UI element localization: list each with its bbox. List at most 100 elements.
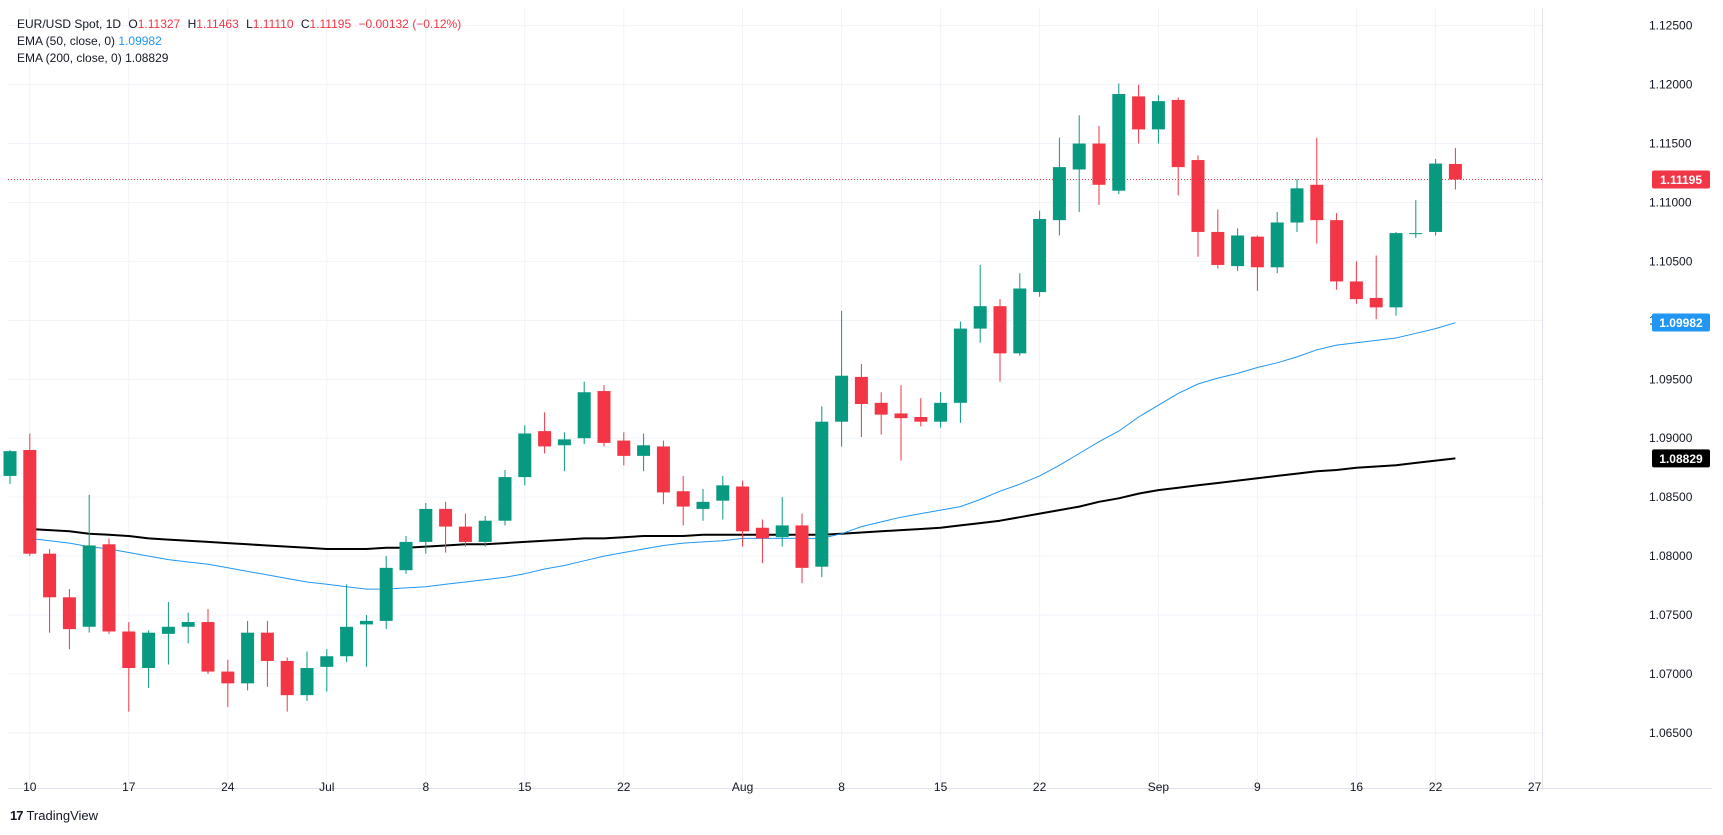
time-tick-label: Jul — [319, 780, 334, 794]
candle[interactable] — [478, 515, 492, 547]
last-price-label-bg — [1652, 170, 1710, 189]
symbol-label[interactable]: EUR/USD Spot, 1D — [17, 17, 122, 31]
candle-body — [1270, 222, 1284, 268]
candle[interactable] — [1330, 213, 1344, 290]
candle-body — [1290, 188, 1304, 223]
ema200-row[interactable]: EMA (200, close, 0) 1.08829 — [17, 50, 461, 67]
candle[interactable] — [973, 264, 987, 343]
candle[interactable] — [755, 519, 769, 564]
ema50-row[interactable]: EMA (50, close, 0) 1.09982 — [17, 33, 461, 50]
candle[interactable] — [1310, 137, 1324, 244]
candle[interactable] — [1211, 209, 1225, 269]
candle[interactable] — [439, 501, 453, 553]
candle[interactable] — [1013, 273, 1027, 356]
open-value: 1.11327 — [137, 17, 181, 31]
candle[interactable] — [458, 513, 472, 547]
price-tick-label: 1.12000 — [1649, 78, 1693, 92]
candle[interactable] — [419, 503, 433, 554]
candle[interactable] — [894, 385, 908, 461]
candle[interactable] — [399, 536, 413, 574]
candle-body — [82, 545, 96, 627]
candle[interactable] — [241, 620, 255, 691]
price-axis[interactable]: 1.125001.120001.115001.110001.105001.100… — [1542, 8, 1711, 788]
time-axis[interactable]: 10 17 24 Jul 8 15 22 Aug 8 15 22 Sep 9 16 22 27 — [8, 780, 1712, 794]
candle[interactable] — [676, 475, 690, 526]
candle[interactable] — [1112, 83, 1126, 195]
candle[interactable] — [300, 651, 314, 702]
candle[interactable] — [557, 432, 571, 472]
open-label: O — [128, 17, 138, 31]
candle[interactable] — [1072, 115, 1086, 212]
candle[interactable] — [1092, 125, 1106, 205]
candle[interactable] — [656, 440, 670, 505]
candle[interactable] — [1290, 178, 1304, 232]
candle-body — [161, 626, 175, 634]
candle[interactable] — [716, 475, 730, 520]
candle[interactable] — [1389, 231, 1403, 316]
candle[interactable] — [1448, 147, 1462, 190]
candle[interactable] — [102, 538, 116, 634]
candle[interactable] — [736, 480, 750, 547]
candle[interactable] — [696, 488, 710, 521]
time-tick-label: 9 — [1254, 780, 1261, 794]
candle[interactable] — [577, 381, 591, 445]
candle[interactable] — [23, 433, 37, 557]
candle[interactable] — [597, 385, 611, 447]
candle[interactable] — [815, 406, 829, 578]
candle[interactable] — [1132, 84, 1146, 144]
candle[interactable] — [835, 310, 849, 447]
price-tick-label: 1.10500 — [1649, 254, 1693, 268]
candle[interactable] — [953, 321, 967, 423]
candle[interactable] — [1171, 97, 1185, 196]
candle[interactable] — [379, 556, 393, 630]
candle[interactable] — [617, 432, 631, 466]
candle[interactable] — [1052, 137, 1066, 236]
candle[interactable] — [359, 614, 373, 667]
candle[interactable] — [775, 497, 789, 547]
candle[interactable] — [1033, 210, 1047, 297]
candle-body — [359, 620, 373, 625]
candle[interactable] — [43, 548, 57, 633]
candle[interactable] — [260, 620, 274, 687]
candle[interactable] — [280, 657, 294, 712]
candle[interactable] — [1231, 228, 1245, 271]
candle[interactable] — [498, 470, 512, 526]
tradingview-brand[interactable]: 17 TradingView — [10, 808, 98, 823]
candle[interactable] — [874, 392, 888, 435]
candle[interactable] — [62, 589, 76, 650]
candle-body — [854, 376, 868, 405]
candle[interactable] — [1409, 200, 1423, 238]
candle[interactable] — [1429, 158, 1443, 236]
candle[interactable] — [518, 425, 532, 486]
candle[interactable] — [82, 494, 96, 633]
candle[interactable] — [320, 649, 334, 692]
candle[interactable] — [340, 584, 354, 663]
candle[interactable] — [201, 609, 215, 674]
candle[interactable] — [1191, 155, 1205, 257]
low-value: 1.11110 — [252, 17, 294, 31]
candle[interactable] — [1349, 261, 1363, 304]
candle[interactable] — [854, 363, 868, 438]
candle[interactable] — [934, 392, 948, 428]
candle[interactable] — [1250, 235, 1264, 291]
brand-name: TradingView — [26, 808, 99, 823]
candle[interactable] — [1369, 255, 1383, 320]
candle-body — [736, 486, 750, 532]
candle-body — [1231, 235, 1245, 267]
candle-body — [815, 421, 829, 567]
candle[interactable] — [142, 630, 156, 689]
candle[interactable] — [538, 412, 552, 454]
candle[interactable] — [3, 449, 17, 485]
candle[interactable] — [1151, 95, 1165, 144]
candle[interactable] — [1270, 211, 1284, 274]
candle[interactable] — [122, 622, 136, 712]
candle[interactable] — [161, 602, 175, 665]
candle[interactable] — [795, 513, 809, 584]
candle-body — [637, 445, 651, 456]
candle[interactable] — [221, 659, 235, 707]
candle[interactable] — [637, 433, 651, 472]
candle[interactable] — [993, 299, 1007, 382]
candle[interactable] — [914, 398, 928, 427]
candle[interactable] — [181, 612, 195, 644]
